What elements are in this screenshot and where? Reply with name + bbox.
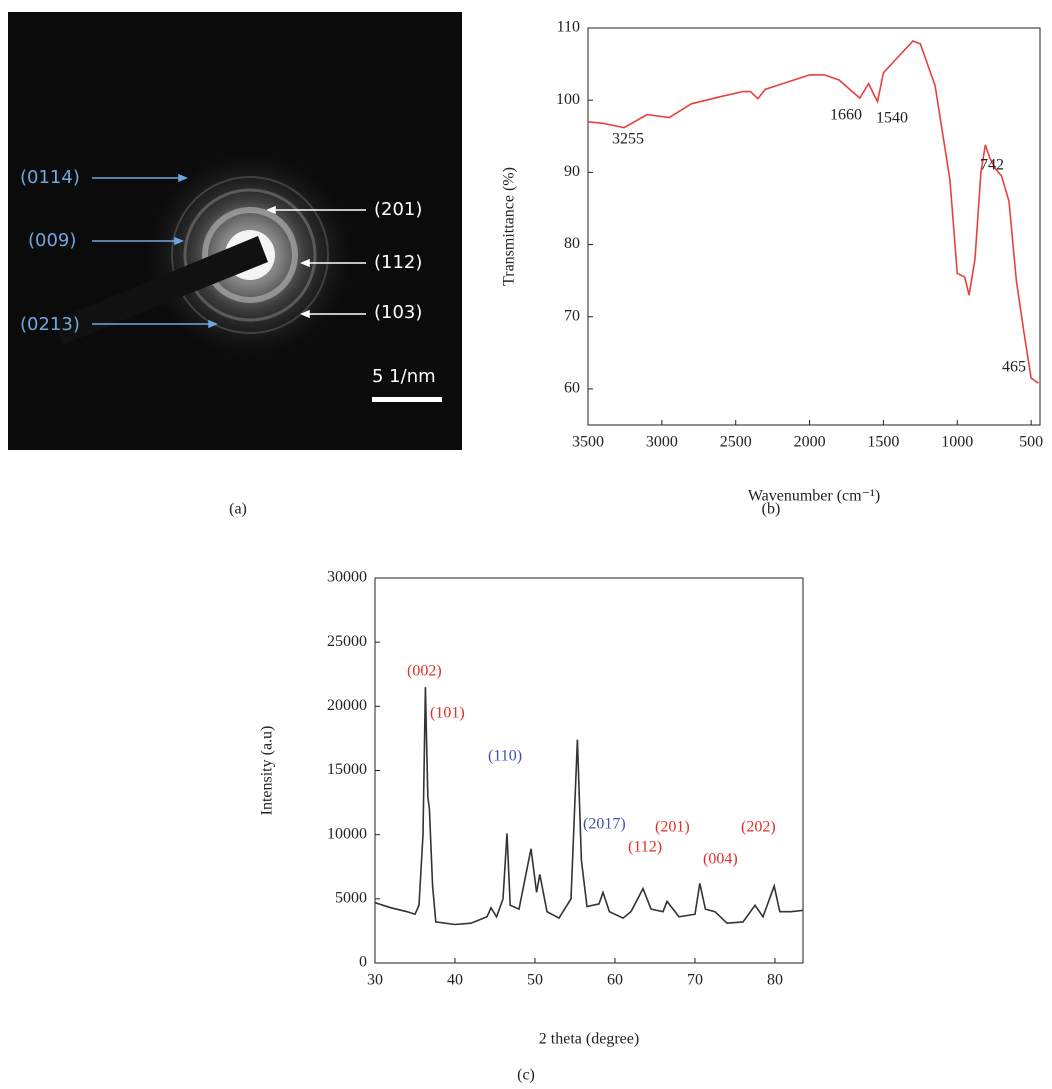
peak-annotation: (110) xyxy=(488,748,522,765)
x-tick-label: 30 xyxy=(367,972,383,989)
peak-annotation: 1540 xyxy=(876,110,908,127)
peak-annotation: (004) xyxy=(703,851,738,868)
y-axis-label: Intensity (a.u) xyxy=(259,726,276,816)
x-tick-label: 2000 xyxy=(794,434,826,451)
peak-annotation: (002) xyxy=(407,663,442,680)
peak-annotation: 742 xyxy=(980,157,1004,174)
plane-label: (112) xyxy=(374,252,422,273)
x-axis-label: Wavenumber (cm⁻¹) xyxy=(748,488,880,505)
scale-bar-label: 5 1/nm xyxy=(372,366,436,387)
y-tick-label: 5000 xyxy=(335,890,367,907)
arrows-blue xyxy=(92,173,218,329)
peak-annotation: (201) xyxy=(655,819,690,836)
peak-annotation: 3255 xyxy=(612,131,644,148)
caption: (c) xyxy=(517,1067,535,1084)
plot-frame xyxy=(374,577,804,964)
plot-frame xyxy=(587,27,1041,426)
peak-annotation: (101) xyxy=(430,705,465,722)
y-tick-label: 110 xyxy=(557,19,580,36)
ring xyxy=(183,188,317,322)
x-tick-label: 1500 xyxy=(867,434,899,451)
y-axis-label: Transmittance (%) xyxy=(501,167,518,286)
scale-bar xyxy=(372,397,442,402)
x-tick-label: 80 xyxy=(767,972,783,989)
data-line xyxy=(374,687,804,926)
peak-annotation: (202) xyxy=(741,819,776,836)
plane-label: (009) xyxy=(28,230,76,251)
beam-stopper xyxy=(55,236,268,345)
x-tick-label: 40 xyxy=(447,972,463,989)
peak-annotation: 1660 xyxy=(830,107,862,124)
x-tick-label: 60 xyxy=(607,972,623,989)
caption: (b) xyxy=(762,501,781,518)
saed-panel: (0114) (009) (0213) (201) (112) (103) 5 … xyxy=(8,12,462,450)
y-tick-label: 80 xyxy=(564,235,580,252)
plane-label: (0213) xyxy=(20,314,80,335)
x-tick-label: 3000 xyxy=(646,434,678,451)
y-tick-label: 25000 xyxy=(327,633,367,650)
x-tick-label: 50 xyxy=(527,972,543,989)
y-tick-label: 15000 xyxy=(327,761,367,778)
x-tick-label: 500 xyxy=(1019,434,1043,451)
y-tick-label: 20000 xyxy=(327,697,367,714)
y-tick-label: 30000 xyxy=(327,569,367,586)
plane-label: (201) xyxy=(374,199,422,220)
y-tick-label: 0 xyxy=(359,954,367,971)
x-tick-label: 1000 xyxy=(941,434,973,451)
caption: (a) xyxy=(229,501,247,518)
y-tick-label: 60 xyxy=(564,380,580,397)
y-tick-label: 70 xyxy=(564,307,580,324)
x-tick-label: 2500 xyxy=(720,434,752,451)
y-tick-label: 90 xyxy=(564,163,580,180)
data-line xyxy=(587,40,1039,384)
plane-label: (103) xyxy=(374,302,422,323)
peak-annotation: (112) xyxy=(628,839,662,856)
ring xyxy=(202,207,298,303)
plane-label: (0114) xyxy=(20,167,80,188)
arrows-white xyxy=(266,205,366,319)
y-tick-label: 100 xyxy=(556,91,580,108)
peak-annotation: (2017) xyxy=(583,816,626,833)
y-tick-label: 10000 xyxy=(327,825,367,842)
ring xyxy=(171,176,329,334)
x-tick-label: 3500 xyxy=(572,434,604,451)
peak-annotation: 465 xyxy=(1002,359,1026,376)
x-axis-label: 2 theta (degree) xyxy=(539,1031,639,1048)
x-tick-label: 70 xyxy=(687,972,703,989)
